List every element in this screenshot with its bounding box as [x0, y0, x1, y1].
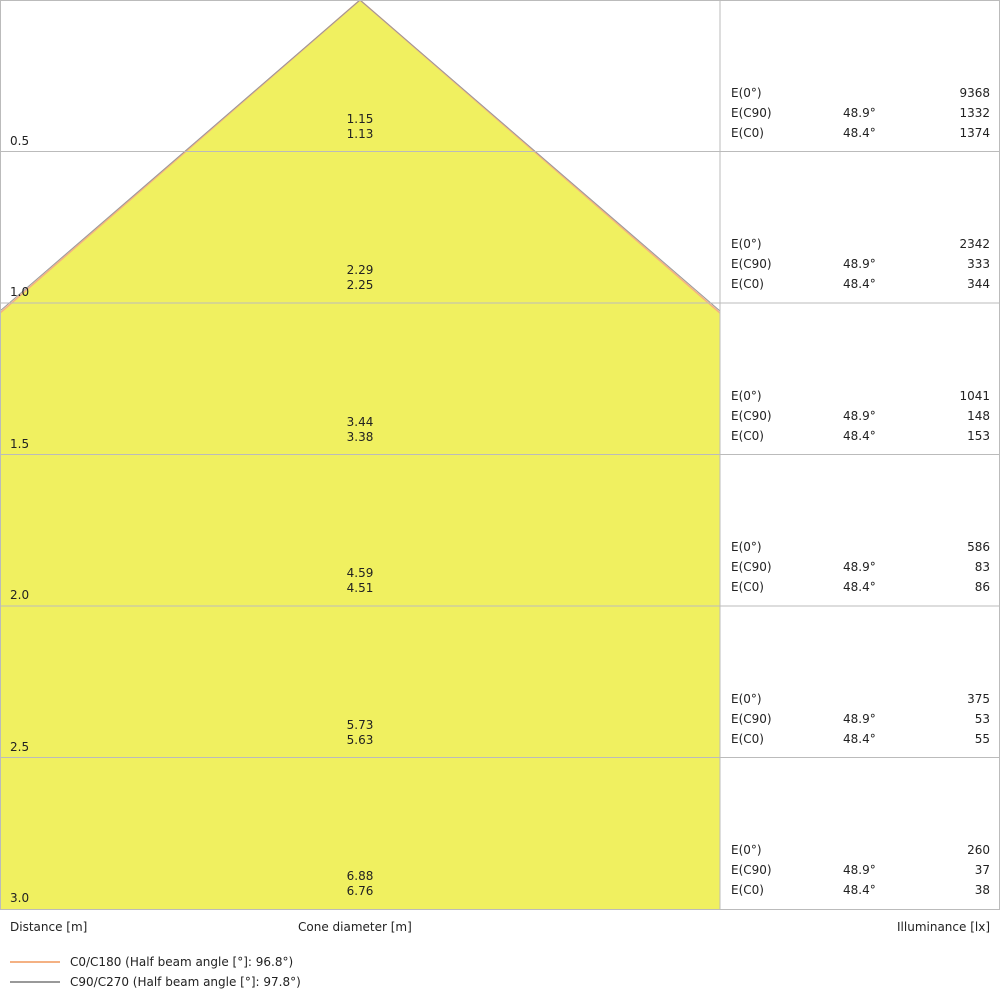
illuminance-value-ec90: 83 — [974, 560, 990, 574]
cone-edge-c0 — [0, 0, 721, 314]
illuminance-axis-label: Illuminance [lx] — [897, 920, 990, 934]
distance-label: 1.0 — [10, 285, 30, 299]
illuminance-label-ec0: E(C0) — [731, 428, 764, 443]
illuminance-label-ec90: E(C90) — [731, 863, 772, 877]
illuminance-value-ec0: 153 — [967, 428, 990, 443]
illuminance-value-ec0: 38 — [974, 883, 990, 897]
cone-diameter-axis-label: Cone diameter [m] — [298, 920, 412, 934]
illuminance-value-e0: 260 — [967, 843, 990, 857]
distance-axis-label: Distance [m] — [10, 920, 88, 934]
illuminance-label-ec90: E(C90) — [731, 711, 772, 726]
angle-ec0: 48.4° — [843, 277, 876, 291]
illuminance-value-ec90: 148 — [967, 408, 990, 423]
illuminance-label-ec90: E(C90) — [731, 560, 772, 574]
illuminance-label-ec0: E(C0) — [731, 277, 764, 291]
illuminance-value-ec0: 86 — [974, 580, 990, 594]
cone-diameter-c90: 5.73 — [346, 717, 374, 732]
angle-ec90: 48.9° — [843, 560, 876, 574]
cone-diameter-c90: 2.29 — [346, 263, 374, 277]
illuminance-value-ec90: 1332 — [959, 105, 990, 120]
illuminance-label-e0: E(0°) — [731, 388, 762, 403]
legend-c90: C90/C270 (Half beam angle [°]: 97.8°) — [70, 975, 301, 989]
illuminance-label-e0: E(0°) — [731, 540, 762, 554]
distance-label: 2.5 — [10, 739, 30, 754]
cone-diameter-c90: 6.88 — [346, 869, 374, 883]
cone-diameter-c90: 4.59 — [346, 566, 374, 580]
cone-diameter-c0: 4.51 — [346, 581, 374, 595]
distance-label: 2.0 — [10, 588, 30, 602]
angle-ec0: 48.4° — [843, 428, 876, 443]
cone-diameter-c90: 1.15 — [346, 111, 374, 126]
illuminance-label-e0: E(0°) — [731, 237, 762, 251]
angle-ec0: 48.4° — [843, 883, 876, 897]
angle-ec0: 48.4° — [843, 580, 876, 594]
cone-diameter-c0: 5.63 — [346, 732, 374, 747]
illuminance-value-e0: 9368 — [959, 85, 990, 100]
illuminance-value-ec0: 344 — [967, 277, 990, 291]
angle-ec90: 48.9° — [843, 408, 876, 423]
cone-edge-c90 — [0, 0, 721, 312]
distance-label: 3.0 — [10, 891, 30, 905]
illuminance-label-e0: E(0°) — [731, 691, 762, 706]
distance-label: 1.5 — [10, 436, 30, 451]
illuminance-label-ec0: E(C0) — [731, 731, 764, 746]
cone-diameter-c0: 6.76 — [346, 884, 374, 898]
illuminance-value-ec90: 37 — [974, 863, 990, 877]
illuminance-value-e0: 375 — [967, 691, 990, 706]
legend-c0: C0/C180 (Half beam angle [°]: 96.8°) — [70, 955, 294, 969]
illuminance-value-ec90: 333 — [967, 257, 990, 271]
illuminance-value-e0: 2342 — [959, 237, 990, 251]
distance-label: 0.5 — [10, 133, 30, 148]
illuminance-value-ec0: 1374 — [959, 125, 990, 140]
illuminance-value-ec90: 53 — [974, 711, 990, 726]
angle-ec0: 48.4° — [843, 125, 876, 140]
illuminance-value-e0: 586 — [967, 540, 990, 554]
cone-diameter-c90: 3.44 — [346, 414, 374, 429]
illuminance-label-ec90: E(C90) — [731, 105, 772, 120]
angle-ec90: 48.9° — [843, 105, 876, 120]
illuminance-label-ec0: E(C0) — [731, 125, 764, 140]
illuminance-label-e0: E(0°) — [731, 85, 762, 100]
angle-ec0: 48.4° — [843, 731, 876, 746]
illuminance-label-ec0: E(C0) — [731, 580, 764, 594]
illuminance-label-ec90: E(C90) — [731, 408, 772, 423]
illuminance-label-e0: E(0°) — [731, 843, 762, 857]
illuminance-label-ec0: E(C0) — [731, 883, 764, 897]
angle-ec90: 48.9° — [843, 257, 876, 271]
cone-diameter-c0: 2.25 — [346, 278, 374, 292]
cone-diameter-c0: 3.38 — [346, 429, 374, 444]
angle-ec90: 48.9° — [843, 711, 876, 726]
illuminance-value-e0: 1041 — [959, 388, 990, 403]
angle-ec90: 48.9° — [843, 863, 876, 877]
illuminance-label-ec90: E(C90) — [731, 257, 772, 271]
illuminance-value-ec0: 55 — [974, 731, 990, 746]
cone-diameter-c0: 1.13 — [346, 126, 374, 141]
